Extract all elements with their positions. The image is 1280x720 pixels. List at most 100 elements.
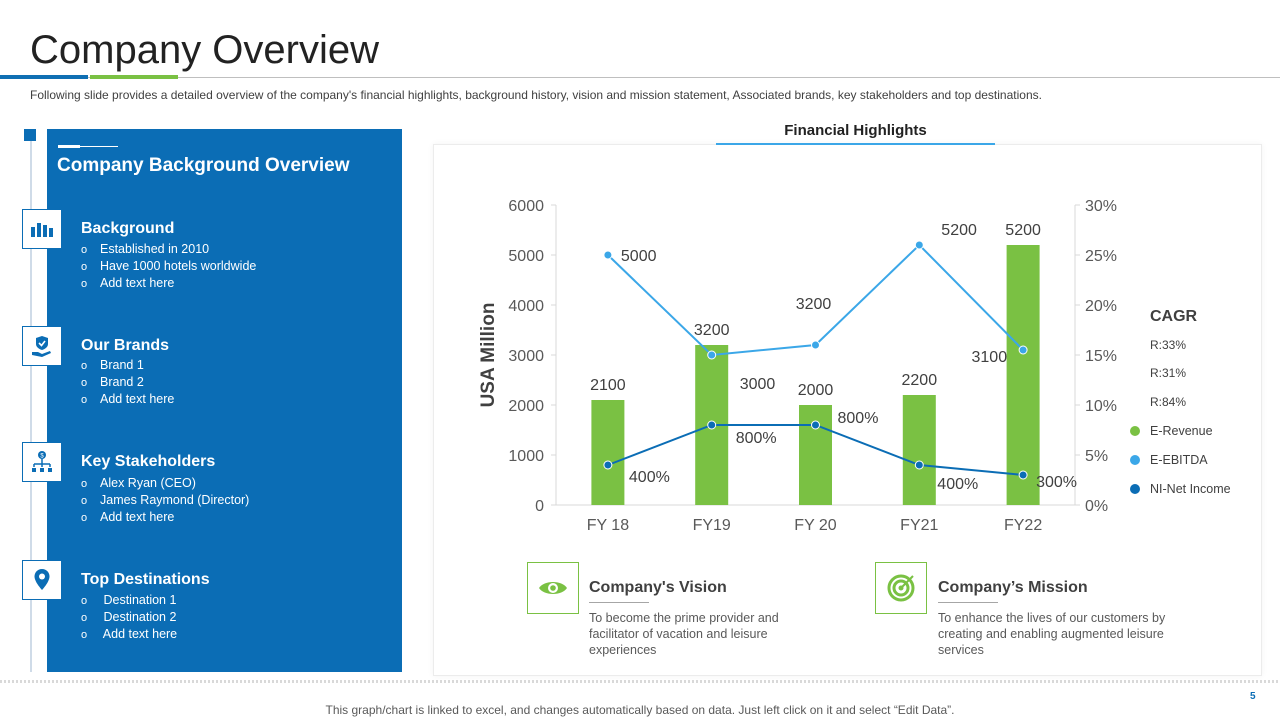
list-item: Add text here bbox=[81, 509, 249, 526]
data-label-ni-net-income: 300% bbox=[1036, 474, 1077, 491]
point-e-ebitda bbox=[811, 340, 820, 350]
cagr-title: CAGR bbox=[1150, 308, 1198, 325]
page-title: Company Overview bbox=[30, 28, 380, 72]
section-list-background: Established in 2010 Have 1000 hotels wor… bbox=[81, 241, 256, 292]
y2-tick-label: 20% bbox=[1085, 298, 1117, 315]
footer-divider bbox=[0, 680, 1280, 683]
header-accent-green bbox=[90, 75, 178, 79]
y2-tick-label: 15% bbox=[1085, 348, 1117, 365]
legend-marker bbox=[1130, 484, 1140, 494]
page-subtitle: Following slide provides a detailed over… bbox=[30, 88, 1042, 102]
section-title-background: Background bbox=[81, 220, 175, 237]
data-label-ni-net-income: 400% bbox=[629, 469, 670, 486]
bar-revenue bbox=[902, 395, 936, 505]
data-label-e-ebitda: 3200 bbox=[796, 296, 832, 313]
data-label-e-ebitda: 3000 bbox=[740, 376, 776, 393]
data-label-e-ebitda: 5200 bbox=[941, 222, 977, 239]
legend-marker bbox=[1130, 426, 1140, 436]
x-tick-label: FY 20 bbox=[794, 517, 837, 534]
x-tick-label: FY21 bbox=[900, 517, 938, 534]
data-label-ni-net-income: 800% bbox=[838, 410, 879, 427]
legend-item-ebitda: E-EBITDA bbox=[1130, 453, 1208, 467]
point-e-ebitda bbox=[707, 350, 717, 360]
point-ni-net-income bbox=[811, 420, 820, 430]
decor-square bbox=[24, 129, 36, 141]
bar-chart-icon bbox=[22, 209, 62, 249]
list-item: Brand 2 bbox=[81, 374, 174, 391]
financial-highlights-title: Financial Highlights bbox=[784, 122, 927, 139]
target-icon bbox=[875, 562, 927, 614]
section-title-destinations: Top Destinations bbox=[81, 571, 210, 588]
page-number: 5 bbox=[1250, 691, 1256, 702]
data-label-revenue: 3200 bbox=[694, 322, 730, 339]
section-list-brands: Brand 1 Brand 2 Add text here bbox=[81, 357, 174, 408]
mission-text: To enhance the lives of our customers by… bbox=[938, 611, 1166, 657]
legend-label: NI-Net Income bbox=[1150, 482, 1231, 496]
section-title-brands: Our Brands bbox=[81, 337, 170, 354]
y-tick-label: 5000 bbox=[508, 248, 544, 265]
cagr-value: R:33% bbox=[1150, 338, 1187, 352]
mission-underline bbox=[938, 602, 998, 603]
list-item: Have 1000 hotels worldwide bbox=[81, 258, 256, 275]
y2-tick-label: 10% bbox=[1085, 398, 1117, 415]
data-label-revenue: 5200 bbox=[1005, 222, 1041, 239]
legend-item-revenue: E-Revenue bbox=[1130, 424, 1213, 438]
legend-marker bbox=[1130, 455, 1140, 465]
panel-title: Company Background Overview bbox=[57, 155, 350, 176]
bar-revenue bbox=[799, 405, 832, 505]
y2-tick-label: 25% bbox=[1085, 248, 1117, 265]
decor-timeline-line bbox=[30, 141, 32, 672]
decor-arrow-icon bbox=[58, 145, 118, 148]
header-accent-blue bbox=[0, 75, 88, 79]
map-pin-icon bbox=[22, 560, 62, 600]
x-tick-label: FY 18 bbox=[587, 517, 630, 534]
list-item: Established in 2010 bbox=[81, 241, 256, 258]
point-e-ebitda bbox=[603, 250, 613, 260]
footer-note: This graph/chart is linked to excel, and… bbox=[325, 703, 955, 717]
legend-label: E-EBITDA bbox=[1150, 453, 1208, 467]
cagr-value: R:31% bbox=[1150, 366, 1187, 380]
y-tick-label: 6000 bbox=[508, 198, 544, 215]
section-list-destinations: Destination 1 Destination 2 Add text her… bbox=[81, 592, 177, 643]
bar-revenue bbox=[1006, 245, 1040, 505]
data-label-e-ebitda: 5000 bbox=[621, 248, 657, 265]
list-item: Brand 1 bbox=[81, 357, 174, 374]
y-tick-label: 1000 bbox=[508, 448, 544, 465]
data-label-ni-net-income: 800% bbox=[736, 430, 777, 447]
y2-tick-label: 0% bbox=[1085, 498, 1108, 515]
list-item: James Raymond (Director) bbox=[81, 492, 249, 509]
y-tick-label: 2000 bbox=[508, 398, 544, 415]
vision-title: Company's Vision bbox=[589, 579, 727, 596]
point-ni-net-income bbox=[707, 420, 717, 430]
point-ni-net-income bbox=[603, 460, 613, 470]
vision-underline bbox=[589, 602, 649, 603]
y2-tick-label: 30% bbox=[1085, 198, 1117, 215]
data-label-revenue: 2000 bbox=[798, 382, 834, 399]
data-label-ni-net-income: 400% bbox=[937, 476, 978, 493]
mission-title: Company’s Mission bbox=[938, 579, 1088, 596]
y-tick-label: 4000 bbox=[508, 298, 544, 315]
x-tick-label: FY19 bbox=[693, 517, 731, 534]
y-tick-label: 0 bbox=[535, 498, 544, 515]
list-item: Add text here bbox=[81, 626, 177, 643]
cagr-value: R:84% bbox=[1150, 395, 1187, 409]
vision-text: To become the prime provider and facilit… bbox=[589, 611, 779, 657]
list-item: Add text here bbox=[81, 275, 256, 292]
financial-highlights-underline bbox=[716, 143, 995, 145]
y-tick-label: 3000 bbox=[508, 348, 544, 365]
data-label-e-ebitda: 3100 bbox=[972, 349, 1008, 366]
list-item: Add text here bbox=[81, 391, 174, 408]
y2-tick-label: 5% bbox=[1085, 448, 1108, 465]
hand-shield-icon bbox=[22, 326, 62, 366]
y-axis-title: USA Million bbox=[478, 303, 499, 408]
bar-revenue bbox=[591, 400, 625, 505]
section-list-stakeholders: Alex Ryan (CEO) James Raymond (Director)… bbox=[81, 475, 249, 526]
list-item: Alex Ryan (CEO) bbox=[81, 475, 249, 492]
x-tick-label: FY22 bbox=[1004, 517, 1042, 534]
eye-icon bbox=[527, 562, 579, 614]
point-e-ebitda bbox=[1018, 345, 1028, 355]
list-item: Destination 1 bbox=[81, 592, 177, 609]
header-divider bbox=[0, 77, 1280, 78]
data-label-revenue: 2100 bbox=[590, 377, 626, 394]
data-label-revenue: 2200 bbox=[902, 372, 938, 389]
